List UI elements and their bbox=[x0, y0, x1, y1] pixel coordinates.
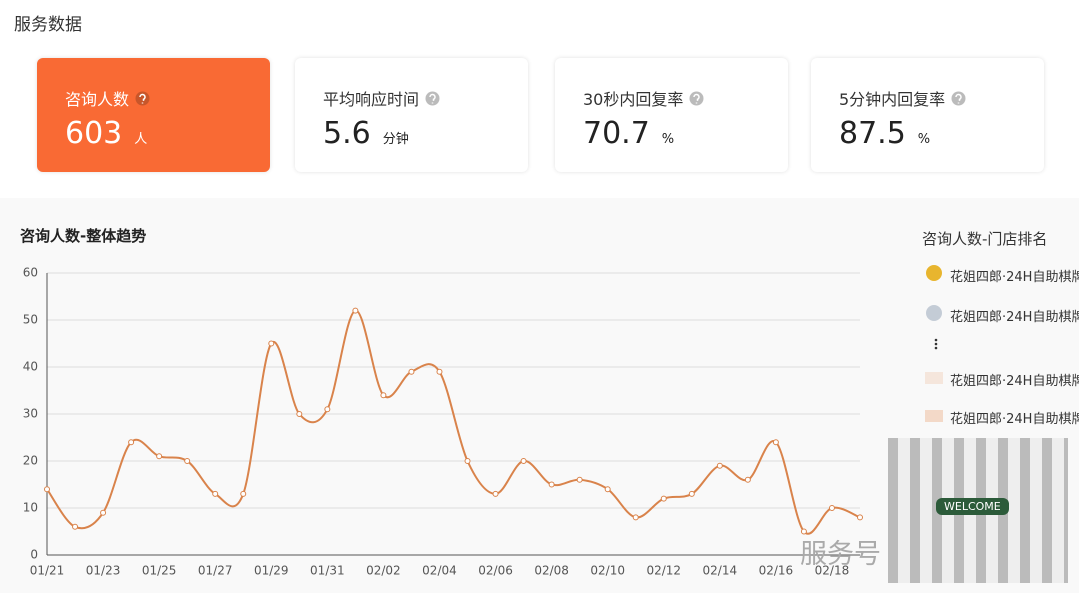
point bbox=[492, 490, 499, 497]
card-label: 平均响应时间 bbox=[323, 90, 420, 109]
y-tick-label: 60 bbox=[23, 266, 38, 280]
card-unit: 人 bbox=[134, 132, 148, 147]
x-tick-label: 02/08 bbox=[534, 564, 569, 578]
point bbox=[632, 514, 639, 521]
card-unit: 分钟 bbox=[382, 132, 409, 147]
x-tick-label: 01/31 bbox=[310, 564, 345, 578]
card-label: 5分钟内回复率 bbox=[839, 90, 946, 109]
point bbox=[156, 453, 163, 460]
card-value: 5.6 bbox=[323, 116, 371, 151]
x-tick-label: 01/21 bbox=[30, 564, 65, 578]
point bbox=[548, 481, 555, 488]
point bbox=[520, 458, 527, 464]
y-tick-label: 40 bbox=[23, 360, 38, 374]
point bbox=[772, 439, 779, 446]
ranking-item[interactable]: 花姐四郎·24H自助棋牌 bbox=[950, 374, 1079, 389]
help-icon bbox=[951, 91, 966, 105]
metric-card[interactable]: 咨询人数 603 人 bbox=[37, 58, 270, 172]
card-label: 咨询人数 bbox=[65, 90, 130, 109]
overlay-image: WELCOME bbox=[888, 438, 1068, 583]
ranking-item[interactable]: 花姐四郎·24H自助棋牌 bbox=[950, 412, 1079, 427]
x-tick-label: 02/16 bbox=[759, 564, 794, 578]
card-unit: % bbox=[661, 132, 675, 147]
point bbox=[464, 458, 471, 464]
card-unit: % bbox=[917, 132, 931, 147]
x-tick-label: 02/14 bbox=[703, 564, 738, 578]
x-tick-label: 02/12 bbox=[646, 564, 681, 578]
point bbox=[72, 523, 79, 530]
y-tick-label: 0 bbox=[30, 548, 38, 562]
help-icon bbox=[689, 91, 704, 105]
point bbox=[744, 476, 751, 483]
point bbox=[688, 490, 695, 497]
point bbox=[380, 392, 387, 399]
point bbox=[716, 462, 723, 469]
point bbox=[800, 528, 807, 535]
point bbox=[128, 439, 135, 446]
point bbox=[100, 509, 107, 516]
rank-icons bbox=[925, 265, 943, 422]
page-title: 服务数据 bbox=[14, 15, 82, 35]
y-tick-label: 50 bbox=[23, 313, 38, 327]
y-tick-label: 10 bbox=[23, 501, 38, 515]
point bbox=[184, 458, 191, 464]
x-tick-label: 01/29 bbox=[254, 564, 289, 578]
image-text: WELCOME bbox=[936, 498, 1009, 515]
ranking-title: 咨询人数-门店排名 bbox=[922, 230, 1048, 248]
point bbox=[660, 495, 667, 502]
y-tick-label: 30 bbox=[23, 407, 38, 421]
x-tick-label: 01/23 bbox=[86, 564, 121, 578]
point bbox=[268, 340, 275, 347]
metric-card[interactable]: 平均响应时间 5.6 分钟 bbox=[295, 58, 528, 172]
ranking-item[interactable]: 花姐四郎·24H自助棋牌 bbox=[950, 310, 1079, 325]
point bbox=[436, 368, 443, 375]
help-icon bbox=[425, 91, 440, 105]
point bbox=[604, 486, 611, 493]
point bbox=[324, 406, 331, 413]
x-tick-label: 01/27 bbox=[198, 564, 233, 578]
chart: 0 10 20 30 40 50 60 01/21 01/23 01/25 01/27 01/29 01… bbox=[23, 266, 863, 578]
x-tick-label: 01/25 bbox=[142, 564, 177, 578]
card-value: 603 bbox=[65, 116, 123, 151]
point bbox=[857, 514, 863, 521]
chart-title: 咨询人数-整体趋势 bbox=[20, 227, 147, 245]
x-tick-label: 02/02 bbox=[366, 564, 401, 578]
point bbox=[240, 490, 247, 497]
metric-card[interactable]: 30秒内回复率 70.7% bbox=[555, 58, 788, 172]
card-value: 70.7 bbox=[583, 116, 650, 151]
point bbox=[828, 505, 835, 511]
y-tick-label: 20 bbox=[23, 454, 38, 468]
watermark: 服务号 bbox=[800, 539, 881, 570]
point bbox=[408, 368, 415, 375]
help-icon bbox=[135, 91, 150, 105]
metric-card[interactable]: 5分钟内回复率 87.5% bbox=[811, 58, 1044, 172]
x-tick-label: 02/18 bbox=[815, 564, 850, 578]
line bbox=[46, 309, 861, 535]
x-tick-label: 02/04 bbox=[422, 564, 457, 578]
point bbox=[212, 490, 219, 497]
x-tick-label: 02/06 bbox=[478, 564, 513, 578]
x-tick-label: 02/10 bbox=[590, 564, 625, 578]
card-value: 87.5 bbox=[839, 116, 906, 151]
point bbox=[352, 307, 359, 314]
point bbox=[44, 486, 50, 493]
card-label: 30秒内回复率 bbox=[583, 90, 684, 109]
ranking-item[interactable]: 花姐四郎·24H自助棋牌 bbox=[950, 270, 1079, 285]
point bbox=[576, 476, 583, 483]
point bbox=[296, 411, 303, 417]
